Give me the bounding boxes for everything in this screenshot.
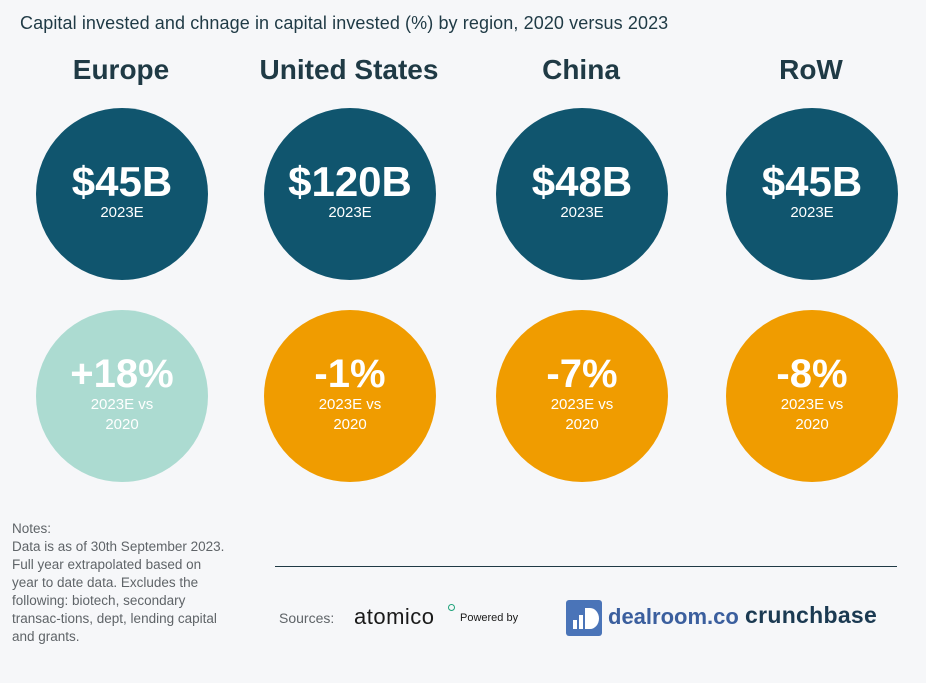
amount-label: 2023E: [100, 204, 144, 221]
dealroom-logo: dealroom.co: [608, 604, 739, 629]
change-value: -1%: [314, 352, 386, 396]
sources-label: Sources:: [279, 610, 335, 626]
region-column: RoW $45B 2023E -8% 2023E vs 2020: [706, 54, 916, 494]
region-column: Europe $45B 2023E +18% 2023E vs 2020: [16, 54, 226, 494]
change-label: 2023E vs 2020: [318, 396, 382, 433]
chart-title: Capital invested and chnage in capital i…: [20, 13, 669, 33]
amount-label: 2023E: [790, 204, 834, 221]
region-column: United States $120B 2023E -1% 2023E vs 2020: [244, 54, 454, 494]
dealroom-icon: [566, 600, 602, 636]
amount-label: 2023E: [560, 204, 604, 221]
change-circle: -8% 2023E vs 2020: [726, 310, 898, 482]
change-circle: -7% 2023E vs 2020: [496, 310, 668, 482]
change-value: -8%: [776, 352, 848, 396]
change-circle: +18% 2023E vs 2020: [36, 310, 208, 482]
crunchbase-logo: crunchbase: [745, 602, 878, 628]
notes-text: Data is as of 30th September 2023. Full …: [12, 539, 225, 644]
region-name: Europe: [72, 54, 170, 85]
change-value: -7%: [546, 352, 618, 396]
amount-value: $45B: [761, 158, 863, 205]
change-circle: -1% 2023E vs 2020: [264, 310, 436, 482]
notes: Notes: Data is as of 30th September 2023…: [12, 520, 227, 646]
atomico-logo: atomico: [354, 604, 435, 629]
change-value: +18%: [70, 352, 174, 396]
region-column: China $48B 2023E -7% 2023E vs 2020: [476, 54, 686, 494]
change-label: 2023E vs 2020: [90, 396, 154, 433]
amount-circle: $45B 2023E: [726, 108, 898, 280]
amount-value: $48B: [531, 158, 633, 205]
notes-heading: Notes:: [12, 521, 52, 536]
atomico-dot-icon: [448, 604, 455, 611]
region-name: United States: [259, 54, 439, 85]
divider: [275, 566, 897, 567]
amount-value: $45B: [71, 158, 173, 205]
region-name: RoW: [779, 54, 843, 85]
amount-circle: $45B 2023E: [36, 108, 208, 280]
amount-circle: $48B 2023E: [496, 108, 668, 280]
region-name: China: [542, 54, 620, 85]
change-label: 2023E vs 2020: [550, 396, 614, 433]
amount-label: 2023E: [328, 204, 372, 221]
amount-value: $120B: [288, 158, 412, 205]
powered-by-label: Powered by: [460, 612, 519, 624]
amount-circle: $120B 2023E: [264, 108, 436, 280]
change-label: 2023E vs 2020: [780, 396, 844, 433]
